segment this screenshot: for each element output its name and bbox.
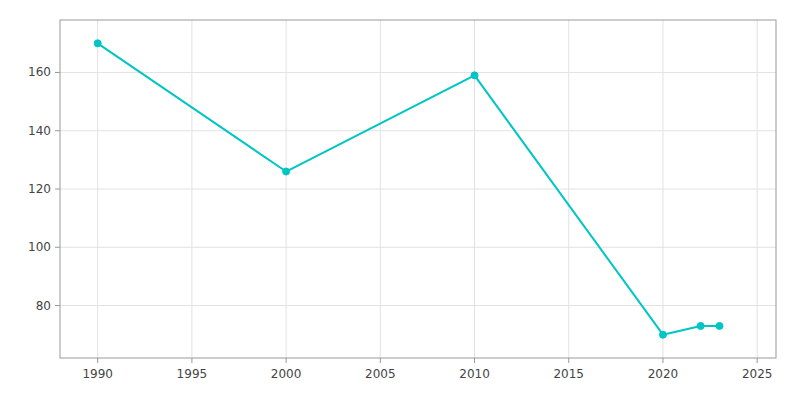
y-tick [55,189,60,190]
x-tick [97,358,98,363]
y-tick [55,72,60,73]
point [94,40,101,47]
x-tick-label: 2020 [648,367,679,381]
x-tick-label: 2025 [742,367,773,381]
x-tick [474,358,475,363]
grid [60,20,776,358]
x-tick-label: 2010 [459,367,490,381]
y-grid-line [60,247,776,248]
y-grid-line [60,72,776,73]
y-tick-label: 140 [28,124,51,138]
chart-container: 1990 1995 2000 2005 2010 2015 2020 2025 80 100 120… [0,0,800,400]
x-tick [380,358,381,363]
x-tick-label: 1995 [177,367,208,381]
x-tick [662,358,663,363]
x-tick [757,358,758,363]
plot-frame [60,20,776,358]
y-tick [55,305,60,306]
point [659,331,666,338]
x-tick-label: 2005 [365,367,396,381]
y-tick [55,247,60,248]
x-tick [191,358,192,363]
x-tick [286,358,287,363]
point [471,72,478,79]
y-tick-label: 80 [36,299,51,313]
y-tick-label: 100 [28,240,51,254]
point [716,322,723,329]
y-tick-label: 120 [28,182,51,196]
line [98,43,720,334]
x-tick-label: 2015 [553,367,584,381]
y-grid-line [60,130,776,131]
x-tick-label: 1990 [82,367,113,381]
data-layer [94,40,723,338]
chart-svg: 1990 1995 2000 2005 2010 2015 2020 2025 80 100 120… [0,0,800,400]
x-tick-label: 2000 [271,367,302,381]
y-tick [55,130,60,131]
x-tick [568,358,569,363]
point [283,168,290,175]
y-grid-line [60,189,776,190]
point [697,322,704,329]
y-grid-line [60,305,776,306]
y-tick-label: 160 [28,65,51,79]
